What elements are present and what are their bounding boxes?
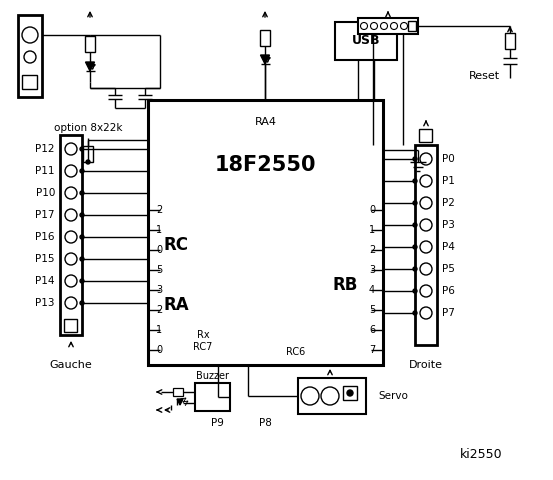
Circle shape: [413, 311, 417, 315]
Circle shape: [80, 301, 84, 305]
Text: Rx: Rx: [197, 330, 210, 340]
Bar: [173, 388, 183, 396]
Circle shape: [80, 169, 84, 173]
Text: P6: P6: [442, 286, 455, 296]
Circle shape: [80, 279, 84, 283]
Bar: [335, 22, 397, 60]
Text: P12: P12: [35, 144, 55, 154]
Polygon shape: [177, 399, 183, 405]
Text: 3: 3: [369, 265, 375, 275]
Text: RC6: RC6: [286, 347, 305, 357]
Circle shape: [413, 223, 417, 227]
Text: 4: 4: [369, 285, 375, 295]
Text: P10: P10: [35, 188, 55, 198]
Text: 6: 6: [369, 325, 375, 335]
Circle shape: [413, 201, 417, 205]
Text: 1: 1: [369, 225, 375, 235]
Circle shape: [413, 179, 417, 183]
Bar: [415, 145, 437, 345]
Text: P14: P14: [35, 276, 55, 286]
Text: ki2550: ki2550: [460, 448, 503, 461]
Circle shape: [413, 289, 417, 293]
Circle shape: [80, 191, 84, 195]
Text: 18F2550: 18F2550: [215, 155, 316, 175]
Text: 0: 0: [369, 205, 375, 215]
Bar: [505, 33, 515, 49]
Bar: [358, 18, 418, 34]
Text: Droite: Droite: [409, 360, 443, 370]
Circle shape: [413, 157, 417, 161]
Text: Reset: Reset: [469, 71, 500, 81]
Text: option 8x22k: option 8x22k: [54, 123, 122, 133]
Polygon shape: [260, 55, 269, 64]
Text: P1: P1: [442, 176, 455, 186]
Bar: [260, 30, 270, 46]
Text: RC: RC: [164, 236, 189, 254]
Bar: [195, 383, 230, 411]
Bar: [148, 100, 383, 365]
Text: 2: 2: [369, 245, 375, 255]
Text: P2: P2: [442, 198, 455, 208]
Text: P9: P9: [211, 418, 224, 428]
Circle shape: [80, 235, 84, 239]
Text: 5: 5: [156, 265, 162, 275]
Text: USB: USB: [352, 35, 380, 48]
Bar: [18, 15, 42, 97]
Text: P17: P17: [35, 210, 55, 220]
Text: Buzzer: Buzzer: [196, 371, 229, 381]
Text: RA4: RA4: [254, 117, 276, 127]
Text: RC7: RC7: [194, 342, 213, 352]
Bar: [85, 36, 95, 52]
Text: RB: RB: [332, 276, 358, 294]
Bar: [83, 146, 93, 162]
Text: 3: 3: [156, 285, 162, 295]
Circle shape: [80, 257, 84, 261]
Text: 5: 5: [369, 305, 375, 315]
Bar: [22, 75, 37, 89]
Circle shape: [413, 267, 417, 271]
Text: Servo: Servo: [378, 391, 408, 401]
Text: P11: P11: [35, 166, 55, 176]
Text: P5: P5: [442, 264, 455, 274]
Text: 2: 2: [156, 205, 162, 215]
Text: RA: RA: [163, 296, 189, 314]
Text: P4: P4: [442, 242, 455, 252]
Text: 2: 2: [156, 305, 162, 315]
Text: P3: P3: [442, 220, 455, 230]
Text: P15: P15: [35, 254, 55, 264]
Bar: [408, 21, 416, 31]
Text: Gauche: Gauche: [50, 360, 92, 370]
Text: P16: P16: [35, 232, 55, 242]
Text: 1: 1: [156, 225, 162, 235]
Text: P13: P13: [35, 298, 55, 308]
Text: 1: 1: [156, 325, 162, 335]
Bar: [64, 319, 77, 332]
Circle shape: [347, 390, 353, 396]
Circle shape: [80, 147, 84, 151]
Bar: [343, 386, 357, 400]
Bar: [60, 135, 82, 335]
Bar: [419, 129, 432, 142]
Text: 0: 0: [156, 345, 162, 355]
Text: P0: P0: [442, 154, 455, 164]
Circle shape: [413, 245, 417, 249]
Text: P8: P8: [259, 418, 272, 428]
Text: 0: 0: [156, 245, 162, 255]
Polygon shape: [86, 62, 95, 71]
Text: P7: P7: [442, 308, 455, 318]
Text: 7: 7: [369, 345, 375, 355]
Bar: [298, 378, 366, 414]
Circle shape: [80, 213, 84, 217]
Circle shape: [86, 160, 90, 164]
